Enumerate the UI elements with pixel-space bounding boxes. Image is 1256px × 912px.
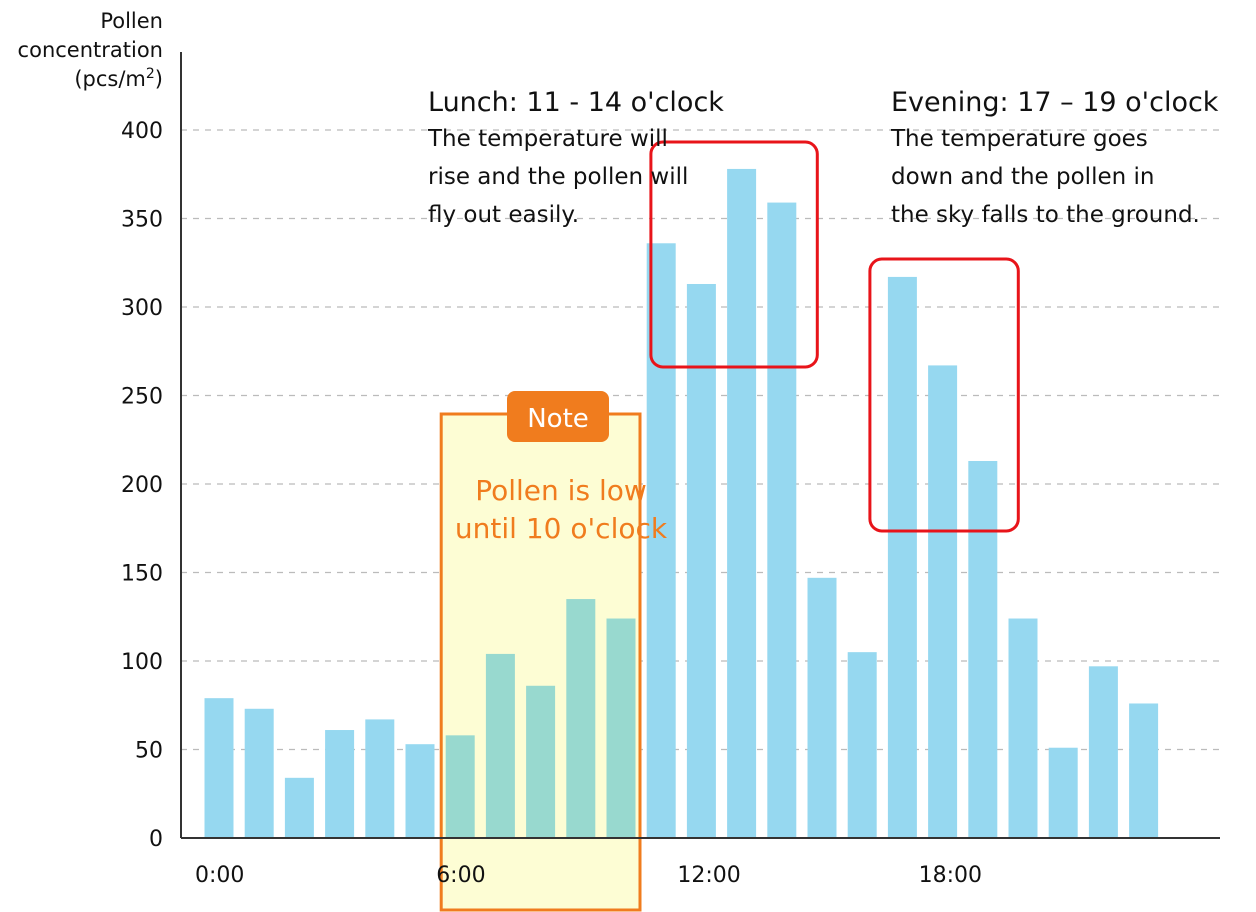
bar-hour-5 xyxy=(405,744,435,838)
bar-hour-21 xyxy=(1048,747,1078,838)
y-axis-unit-superscript: 2 xyxy=(146,66,155,82)
bar-hour-17 xyxy=(887,276,917,838)
y-tick-labels: 0 50 100 150 200 250 300 350 400 xyxy=(121,119,163,852)
bar-hour-6 xyxy=(445,735,475,838)
highlight-box-1 xyxy=(868,257,1020,533)
y-tick-200: 200 xyxy=(121,473,163,498)
evening-annotation-title: Evening: 17 – 19 o'clock xyxy=(891,87,1219,118)
x-tick-labels: 0:00 6:00 12:00 18:00 xyxy=(195,863,982,888)
note-text-line1: Pollen is low xyxy=(475,474,647,507)
bar-hour-9 xyxy=(566,599,596,838)
evening-annotation: Evening: 17 – 19 o'clock The temperature… xyxy=(890,87,1219,228)
y-tick-0: 0 xyxy=(149,827,163,852)
y-tick-150: 150 xyxy=(121,562,163,587)
lunch-annotation-line2: rise and the pollen will xyxy=(428,164,688,190)
y-axis-unit: (pcs/m xyxy=(74,67,146,91)
y-axis-label-line2: concentration xyxy=(18,38,163,62)
y-tick-350: 350 xyxy=(121,208,163,233)
bar-hour-18 xyxy=(928,365,958,838)
bar-hour-4 xyxy=(365,719,395,838)
evening-annotation-line1: The temperature goes xyxy=(890,126,1148,152)
lunch-annotation-title: Lunch: 11 - 14 o'clock xyxy=(428,87,724,118)
bar-hour-2 xyxy=(284,777,314,838)
evening-annotation-line3: the sky falls to the ground. xyxy=(891,202,1200,228)
y-axis-label-line1: Pollen xyxy=(100,9,163,33)
bar-hour-23 xyxy=(1129,703,1159,838)
bar-hour-7 xyxy=(485,653,515,838)
y-axis-label-line3: (pcs/m2) xyxy=(74,66,163,91)
y-axis-unit-close: ) xyxy=(155,67,163,91)
lunch-annotation: Lunch: 11 - 14 o'clock The temperature w… xyxy=(427,87,724,228)
x-tick-18: 18:00 xyxy=(919,863,982,888)
bar-hour-8 xyxy=(526,685,556,838)
note-text-line2: until 10 o'clock xyxy=(455,512,668,545)
y-tick-250: 250 xyxy=(121,385,163,410)
highlight-box-0 xyxy=(649,140,819,369)
y-tick-100: 100 xyxy=(121,650,163,675)
bar-hour-20 xyxy=(1008,618,1038,838)
x-tick-0: 0:00 xyxy=(195,863,244,888)
bar-hour-13 xyxy=(727,168,757,838)
note-tag-label: Note xyxy=(527,404,589,434)
bar-hour-12 xyxy=(686,283,716,838)
bar-hour-16 xyxy=(847,652,877,838)
evening-annotation-line2: down and the pollen in xyxy=(891,164,1154,190)
x-tick-6: 6:00 xyxy=(436,863,485,888)
bar-hour-0 xyxy=(204,698,234,838)
bar-hour-19 xyxy=(968,460,998,838)
bar-hour-3 xyxy=(325,730,355,838)
y-tick-300: 300 xyxy=(121,296,163,321)
note-callout: Note Pollen is low until 10 o'clock xyxy=(455,391,668,545)
x-tick-12: 12:00 xyxy=(677,863,740,888)
y-tick-400: 400 xyxy=(121,119,163,144)
bars xyxy=(204,168,1159,838)
bar-hour-15 xyxy=(807,577,837,838)
y-tick-50: 50 xyxy=(135,739,163,764)
bar-hour-10 xyxy=(606,618,636,838)
highlight-boxes xyxy=(649,140,1020,533)
axes xyxy=(180,52,1220,839)
bar-hour-14 xyxy=(767,202,797,838)
lunch-annotation-line3: fly out easily. xyxy=(428,202,579,228)
bar-hour-22 xyxy=(1088,666,1118,838)
bar-hour-1 xyxy=(244,708,274,838)
note-tag-badge xyxy=(507,391,609,442)
lunch-annotation-line1: The temperature will xyxy=(427,126,668,152)
